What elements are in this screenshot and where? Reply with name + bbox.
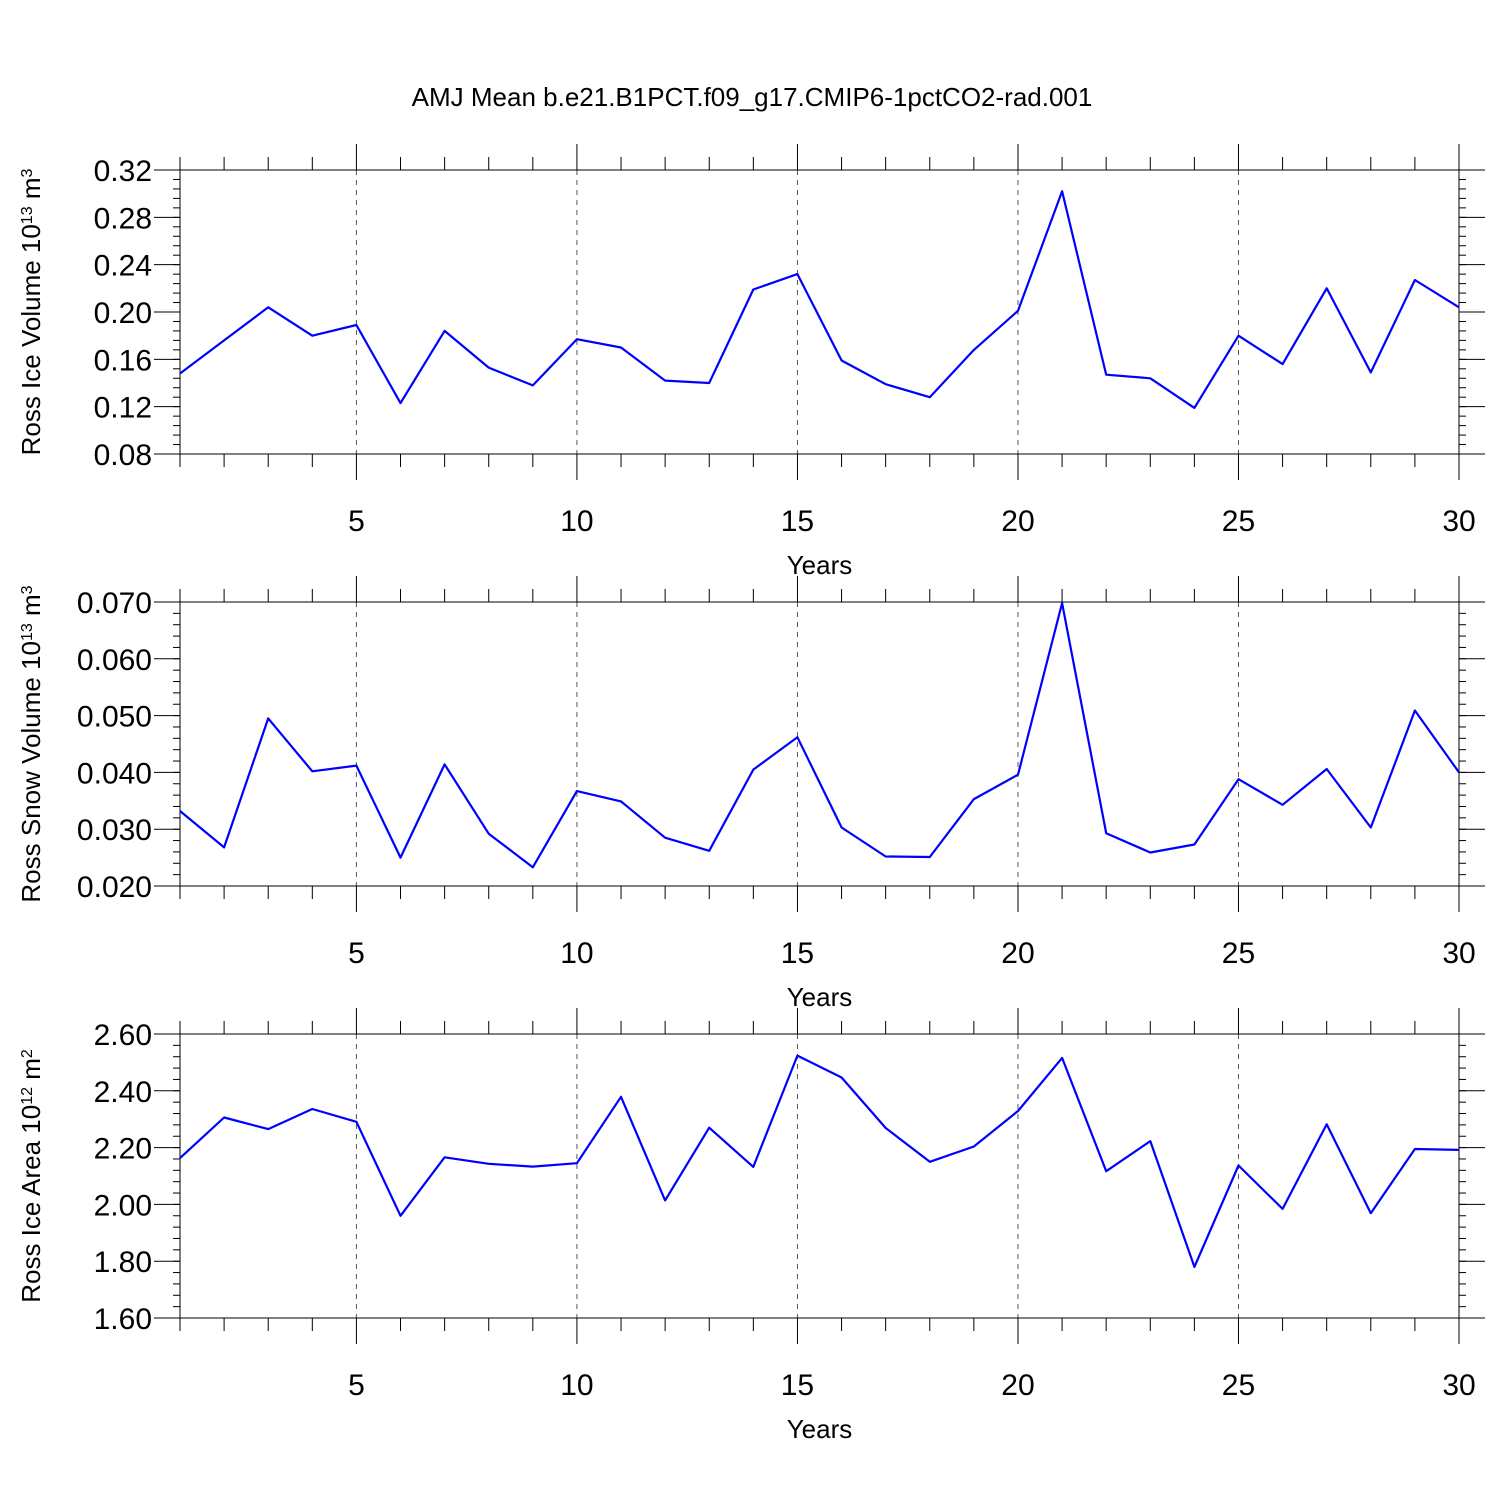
y-tick-label: 1.60: [94, 1303, 152, 1336]
series-line: [179, 1054, 1460, 1269]
plot-frame: [179, 169, 1460, 455]
x-tick-label: 20: [1001, 1369, 1034, 1402]
y-tick-label: 0.32: [94, 155, 152, 188]
y-axis-title: Ross Ice Volume 1013 m3: [16, 168, 46, 455]
chart-panel-2: 0.020 0.030 0.040 0.050 0.060 0.070 5 10 15 20 25 3…: [16, 576, 1485, 1012]
x-tick-label: 30: [1442, 1369, 1475, 1402]
y-tick-label: 0.08: [94, 439, 152, 472]
y-tick-label: 0.20: [94, 297, 152, 330]
series-line: [179, 601, 1460, 869]
x-tick-label: 15: [781, 1369, 814, 1402]
x-tick-label: 5: [348, 937, 365, 970]
x-tick-label: 10: [560, 1369, 593, 1402]
x-tick-label: 30: [1442, 937, 1475, 970]
y-tick-label: 0.020: [77, 871, 152, 904]
x-tick-label: 30: [1442, 505, 1475, 538]
x-tick-label: 20: [1001, 937, 1034, 970]
y-tick-label: 2.20: [94, 1133, 152, 1166]
x-axis-title: Years: [787, 550, 853, 580]
x-tick-label: 20: [1001, 505, 1034, 538]
x-tick-label: 25: [1222, 937, 1255, 970]
y-tick-label: 0.060: [77, 644, 152, 677]
y-tick-label: 0.070: [77, 587, 152, 620]
y-tick-label: 0.030: [77, 814, 152, 847]
y-axis-title: Ross Snow Volume 1013 m3: [16, 585, 46, 902]
x-tick-label: 15: [781, 937, 814, 970]
plot-frame: [179, 1033, 1460, 1319]
x-tick-label: 25: [1222, 505, 1255, 538]
y-tick-label: 0.12: [94, 392, 152, 425]
y-tick-label: 2.00: [94, 1189, 152, 1222]
chart-panel-3: 1.60 1.80 2.00 2.20 2.40 2.60 5 10 15 20 25 30 Years…: [16, 1008, 1485, 1444]
panels: 0.08 0.12 0.16 0.20 0.24 0.28 0.32 5 10 15 20 25 30 Y…: [16, 144, 1485, 1444]
x-tick-label: 25: [1222, 1369, 1255, 1402]
y-tick-label: 1.80: [94, 1246, 152, 1279]
y-tick-label: 0.050: [77, 701, 152, 734]
x-tick-label: 5: [348, 505, 365, 538]
x-tick-label: 10: [560, 505, 593, 538]
figure-title: AMJ Mean b.e21.B1PCT.f09_g17.CMIP6-1pctC…: [412, 82, 1093, 112]
chart-panel-1: 0.08 0.12 0.16 0.20 0.24 0.28 0.32 5 10 15 20 25 30 Y…: [16, 144, 1485, 580]
x-tick-label: 10: [560, 937, 593, 970]
x-axis-title: Years: [787, 1414, 853, 1444]
y-tick-label: 0.16: [94, 344, 152, 377]
y-axis-title: Ross Ice Area 1012 m2: [16, 1049, 46, 1303]
y-tick-label: 0.24: [94, 250, 152, 283]
plot-frame: [179, 601, 1460, 887]
y-tick-label: 0.040: [77, 757, 152, 790]
series-line: [179, 190, 1460, 409]
x-tick-label: 5: [348, 1369, 365, 1402]
y-tick-label: 0.28: [94, 202, 152, 235]
x-tick-label: 15: [781, 505, 814, 538]
y-tick-label: 2.60: [94, 1019, 152, 1052]
y-tick-label: 2.40: [94, 1076, 152, 1109]
x-axis-title: Years: [787, 982, 853, 1012]
